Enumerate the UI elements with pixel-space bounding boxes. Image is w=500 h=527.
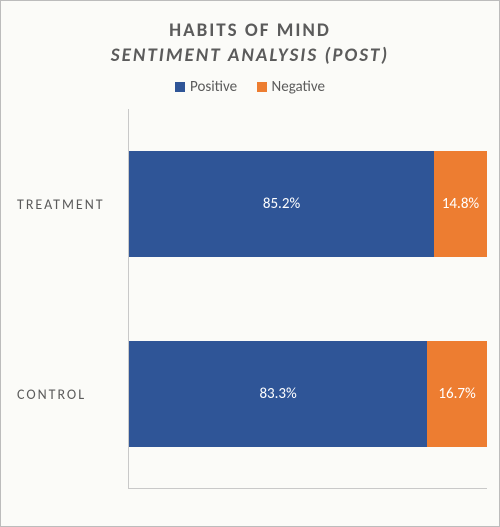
bars-region: 85.2% 14.8% 83.3% 16.7% [128,109,487,489]
legend-swatch-negative [257,82,267,92]
category-label-control: CONTROL [13,299,128,489]
chart-title-sub: SENTIMENT ANALYSIS (POST) [13,44,487,69]
bar-treatment: 85.2% 14.8% [129,151,487,257]
segment-treatment-positive: 85.2% [129,151,434,257]
plot-area: TREATMENT CONTROL 85.2% 14.8% 83.3% 16.7… [13,109,487,489]
legend-label-positive: Positive [190,78,237,96]
segment-control-positive: 83.3% [129,341,427,447]
bar-row-treatment: 85.2% 14.8% [129,109,487,299]
bar-row-control: 83.3% 16.7% [129,299,487,489]
legend-label-negative: Negative [272,78,325,96]
value-treatment-positive: 85.2% [263,195,300,213]
value-control-negative: 16.7% [438,385,475,403]
segment-treatment-negative: 14.8% [434,151,487,257]
chart-container: HABITS OF MIND SENTIMENT ANALYSIS (POST)… [0,0,500,527]
value-control-positive: 83.3% [259,385,296,403]
chart-legend: Positive Negative [13,78,487,97]
segment-control-negative: 16.7% [427,341,487,447]
chart-title-main: HABITS OF MIND [13,19,487,44]
chart-titles: HABITS OF MIND SENTIMENT ANALYSIS (POST) [13,19,487,68]
y-axis-labels: TREATMENT CONTROL [13,109,128,489]
category-label-treatment: TREATMENT [13,109,128,299]
value-treatment-negative: 14.8% [442,195,479,213]
legend-swatch-positive [175,82,185,92]
bar-control: 83.3% 16.7% [129,341,487,447]
legend-item-positive: Positive [175,78,237,96]
legend-item-negative: Negative [257,78,325,96]
